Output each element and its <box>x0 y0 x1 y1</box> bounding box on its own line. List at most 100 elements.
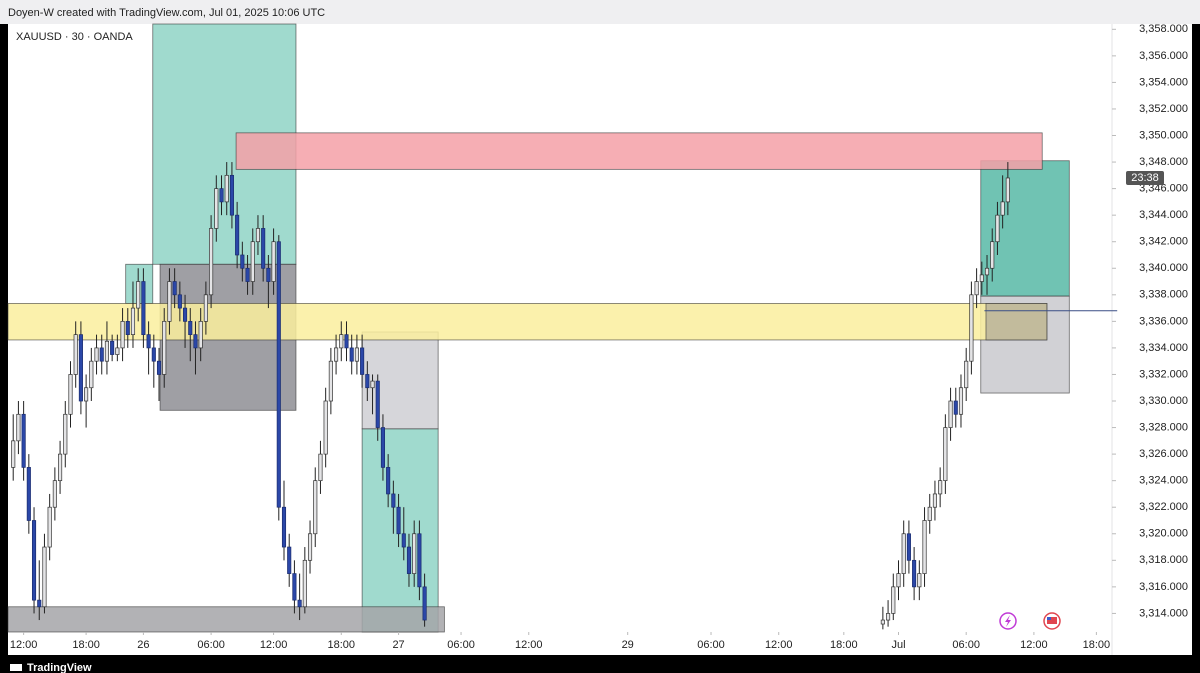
x-tick-label: 18:00 <box>830 639 858 651</box>
y-tick-label: 3,344.000 <box>1139 209 1188 221</box>
candle-body <box>125 321 130 335</box>
candle-body <box>78 334 83 402</box>
candle-body <box>104 340 109 362</box>
lightning <box>1005 615 1011 627</box>
y-tick-label: 3,334.000 <box>1139 342 1188 354</box>
candle-body <box>21 413 26 468</box>
price-tag <box>1126 170 1164 185</box>
y-tick-label: 3,356.000 <box>1139 50 1188 62</box>
candle-body <box>1005 177 1010 203</box>
y-tick-label: 3,350.000 <box>1139 129 1188 141</box>
x-tick-label: 12:00 <box>260 639 288 651</box>
candle-body <box>245 267 250 282</box>
candle-body <box>1000 201 1005 216</box>
candle-body <box>183 307 188 322</box>
candles <box>11 162 1010 630</box>
candle-body <box>89 360 94 389</box>
x-tick-label: Jul <box>891 639 905 651</box>
price-tag-label: 23:38 <box>1131 172 1159 184</box>
candle-body <box>323 400 328 455</box>
flag-canton <box>1047 617 1051 620</box>
y-tick-label: 3,346.000 <box>1139 183 1188 195</box>
y-tick-label: 3,330.000 <box>1139 395 1188 407</box>
y-tick-label: 3,338.000 <box>1139 289 1188 301</box>
y-tick-label: 3,314.000 <box>1139 607 1188 619</box>
candle-body <box>391 493 396 508</box>
candle-body <box>880 619 885 625</box>
candle-body <box>177 294 182 309</box>
brand-text: TradingView <box>27 662 92 673</box>
candle-body <box>917 573 922 588</box>
candle-body <box>281 506 287 548</box>
logo-mark <box>10 664 22 671</box>
candle-body <box>229 174 234 216</box>
candle-body <box>984 267 990 276</box>
candle-body <box>42 546 47 608</box>
candle-body <box>110 340 115 355</box>
candle-body <box>287 546 292 574</box>
y-tick-label: 3,328.000 <box>1139 421 1188 433</box>
brand-logo: TradingView <box>10 662 92 673</box>
candle-body <box>927 506 932 521</box>
y-tick-label: 3,354.000 <box>1139 76 1188 88</box>
zone <box>980 160 1070 297</box>
candle-body <box>94 347 99 362</box>
candle-body <box>266 267 271 282</box>
candle-body <box>344 334 349 349</box>
candle-body <box>68 374 73 415</box>
candle-body <box>31 520 37 601</box>
candle-body <box>896 573 901 588</box>
candle-body <box>224 174 229 203</box>
candle-body <box>235 214 240 256</box>
candle-body <box>979 274 984 282</box>
candle-body <box>255 228 261 243</box>
candle-body <box>47 506 52 548</box>
candle-body <box>297 599 302 608</box>
zone <box>361 331 439 430</box>
candle-body <box>276 241 281 508</box>
candle-body <box>328 360 333 402</box>
candle-body <box>302 559 307 608</box>
x-tick-label: 06:00 <box>197 639 225 651</box>
candle-body <box>58 453 63 482</box>
candle-body <box>16 413 21 442</box>
candle-body <box>136 281 141 309</box>
y-tick-label: 3,320.000 <box>1139 528 1188 540</box>
candle-body <box>37 599 42 608</box>
x-tick-label: 29 <box>622 639 634 651</box>
zone <box>985 303 1048 341</box>
candle-body <box>365 374 370 389</box>
candle-body <box>63 413 68 455</box>
candle-body <box>130 307 136 335</box>
zone <box>235 132 1043 170</box>
y-tick-label: 3,336.000 <box>1139 315 1188 327</box>
y-tick-label: 3,322.000 <box>1139 501 1188 513</box>
candle-body <box>26 467 31 521</box>
axes: 3,314.000 3,316.000 3,318.000 3,320.000 3,32… <box>10 23 1188 651</box>
candle-body <box>151 347 156 362</box>
candle-body <box>958 387 964 415</box>
x-tick-label: 06:00 <box>952 639 980 651</box>
candle-body <box>938 480 943 495</box>
candle-body <box>380 427 385 468</box>
candle-body <box>422 586 427 621</box>
zone <box>7 606 445 633</box>
candle-body <box>932 493 937 508</box>
candle-body <box>167 281 172 322</box>
candle-body <box>901 533 906 574</box>
candle-body <box>146 334 151 349</box>
candle-body <box>943 427 948 482</box>
symbol-legend: XAUUSD · 30 · OANDA <box>16 31 133 43</box>
candle-body <box>990 241 995 269</box>
candle-body <box>219 188 224 203</box>
candle-body <box>406 546 412 574</box>
x-tick-label: 18:00 <box>72 639 100 651</box>
candle-body <box>156 360 162 375</box>
candle-body <box>240 254 245 269</box>
y-tick-label: 3,332.000 <box>1139 368 1188 380</box>
candle-body <box>115 347 120 355</box>
candle-body <box>261 228 266 269</box>
candle-body <box>307 533 313 561</box>
legend-bg <box>10 29 130 45</box>
